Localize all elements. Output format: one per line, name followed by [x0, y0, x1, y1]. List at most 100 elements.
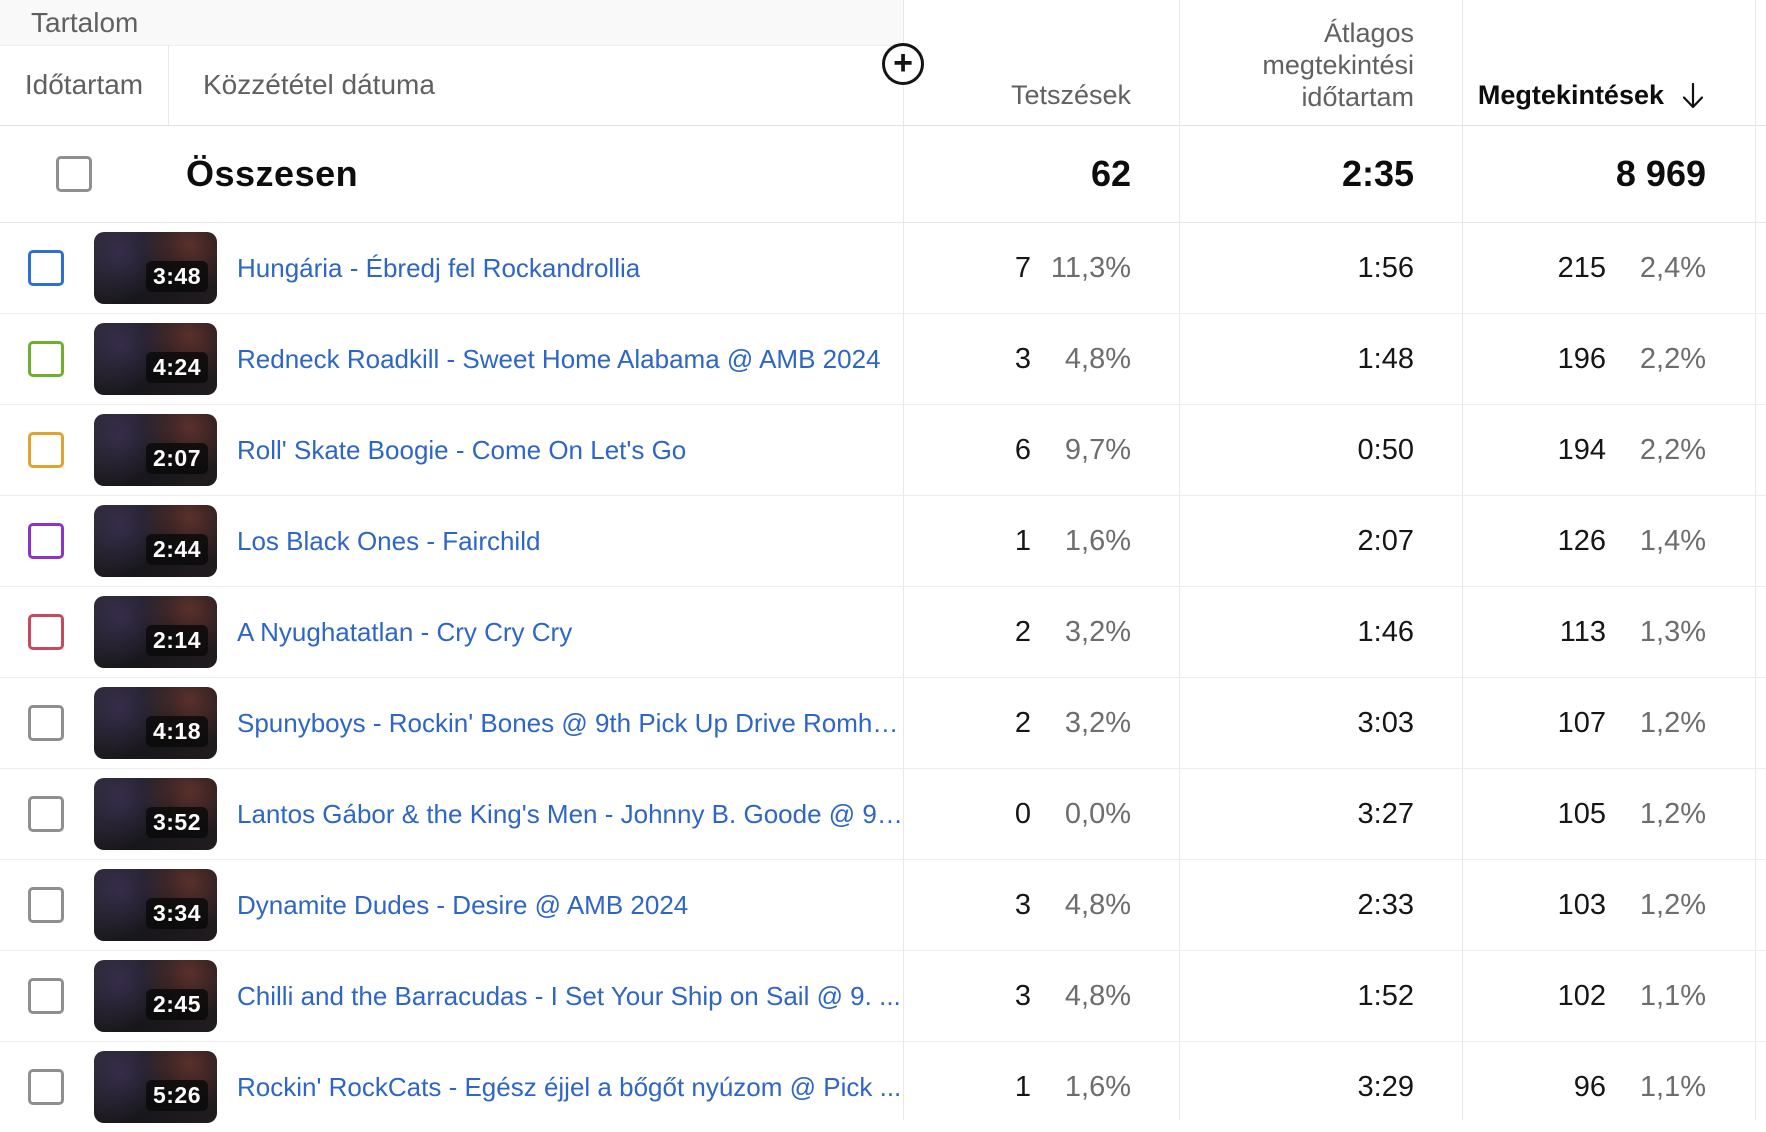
video-thumbnail[interactable]: 2:07: [94, 414, 217, 486]
views-percent: 1,1%: [1639, 979, 1706, 1012]
likes-percent: 1,6%: [1064, 1070, 1131, 1103]
views-percent: 1,2%: [1639, 888, 1706, 921]
video-title-link[interactable]: Roll' Skate Boogie - Come On Let's Go: [237, 434, 687, 465]
row-checkbox[interactable]: [28, 978, 64, 1014]
totals-label: Összesen: [186, 153, 359, 194]
views-value: 126: [1557, 524, 1606, 557]
likes-percent: 3,2%: [1064, 615, 1131, 648]
avg-view-duration-value: 3:03: [1357, 706, 1414, 739]
likes-value: 1: [1014, 524, 1031, 557]
row-checkbox[interactable]: [28, 796, 64, 832]
table-right-border: [1755, 0, 1756, 1120]
table-row: 2:14 A Nyughatatlan - Cry Cry Cry 2 3,2%…: [0, 587, 1766, 678]
video-duration-badge: 2:14: [145, 625, 208, 656]
video-thumbnail[interactable]: 3:48: [94, 232, 217, 304]
likes-percent: 3,2%: [1064, 706, 1131, 739]
table-row: 3:48 Hungária - Ébredj fel Rockandrollia…: [0, 223, 1766, 314]
video-title-link[interactable]: Spunyboys - Rockin' Bones @ 9th Pick Up …: [237, 707, 903, 738]
video-thumbnail[interactable]: 2:44: [94, 505, 217, 577]
column-header-views[interactable]: Megtekintések: [1478, 80, 1706, 111]
row-checkbox[interactable]: [28, 341, 64, 377]
likes-value: 7: [1014, 251, 1031, 284]
video-title-link[interactable]: Dynamite Dudes - Desire @ AMB 2024: [237, 889, 689, 920]
views-value: 96: [1573, 1070, 1606, 1103]
likes-value: 1: [1014, 1070, 1031, 1103]
tab-content[interactable]: Tartalom: [31, 6, 139, 38]
views-percent: 1,3%: [1639, 615, 1706, 648]
likes-value: 3: [1014, 979, 1031, 1012]
table-row: 2:45 Chilli and the Barracudas - I Set Y…: [0, 951, 1766, 1042]
filter-publish-date[interactable]: Közzététel dátuma: [203, 69, 435, 100]
column-header-views-label: Megtekintések: [1477, 80, 1664, 110]
plus-icon: +: [893, 43, 913, 82]
row-checkbox[interactable]: [28, 523, 64, 559]
totals-likes: 62: [1090, 153, 1131, 194]
likes-value: 2: [1014, 615, 1031, 648]
avg-view-duration-value: 2:33: [1357, 888, 1414, 921]
views-value: 194: [1557, 433, 1606, 466]
column-header-avg-view-duration[interactable]: Átlagos megtekintési időtartam: [1262, 18, 1414, 112]
views-percent: 2,4%: [1639, 251, 1706, 284]
row-checkbox[interactable]: [28, 614, 64, 650]
video-title-link[interactable]: Lantos Gábor & the King's Men - Johnny B…: [237, 798, 903, 829]
views-percent: 2,2%: [1639, 342, 1706, 375]
column-divider: [1462, 0, 1463, 1120]
video-thumbnail[interactable]: 2:14: [94, 596, 217, 668]
content-tab-bar: [0, 0, 903, 46]
totals-avg-view-duration: 2:35: [1341, 153, 1414, 194]
views-value: 107: [1557, 706, 1606, 739]
views-percent: 1,1%: [1639, 1070, 1706, 1103]
filter-duration[interactable]: Időtartam: [0, 45, 169, 125]
avg-view-duration-value: 1:56: [1357, 251, 1414, 284]
table-row: 4:18 Spunyboys - Rockin' Bones @ 9th Pic…: [0, 678, 1766, 769]
table-row: 2:44 Los Black Ones - Fairchild 1 1,6% 2…: [0, 496, 1766, 587]
video-thumbnail[interactable]: 5:26: [94, 1051, 217, 1123]
video-thumbnail[interactable]: 4:24: [94, 323, 217, 395]
likes-percent: 4,8%: [1064, 888, 1131, 921]
views-percent: 1,2%: [1639, 797, 1706, 830]
video-duration-badge: 2:07: [145, 443, 208, 474]
video-duration-badge: 3:34: [145, 898, 208, 929]
views-value: 103: [1557, 888, 1606, 921]
views-value: 105: [1557, 797, 1606, 830]
video-thumbnail[interactable]: 3:52: [94, 778, 217, 850]
avg-view-duration-value: 1:52: [1357, 979, 1414, 1012]
row-checkbox[interactable]: [28, 432, 64, 468]
likes-value: 3: [1014, 888, 1031, 921]
video-title-link[interactable]: Redneck Roadkill - Sweet Home Alabama @ …: [237, 343, 881, 374]
avg-view-duration-value: 3:27: [1357, 797, 1414, 830]
avg-view-duration-value: 2:07: [1357, 524, 1414, 557]
column-divider: [903, 0, 904, 1120]
row-checkbox[interactable]: [28, 1069, 64, 1105]
video-title-link[interactable]: Hungária - Ébredj fel Rockandrollia: [237, 252, 641, 283]
row-checkbox[interactable]: [28, 250, 64, 286]
likes-percent: 11,3%: [1050, 251, 1131, 284]
video-duration-badge: 4:24: [145, 352, 208, 383]
table-row: 3:34 Dynamite Dudes - Desire @ AMB 2024 …: [0, 860, 1766, 951]
video-thumbnail[interactable]: 3:34: [94, 869, 217, 941]
views-value: 102: [1557, 979, 1606, 1012]
avg-view-duration-value: 1:48: [1357, 342, 1414, 375]
video-title-link[interactable]: Rockin' RockCats - Egész éjjel a bőgőt n…: [237, 1071, 902, 1102]
likes-value: 6: [1014, 433, 1031, 466]
views-percent: 2,2%: [1639, 433, 1706, 466]
video-thumbnail[interactable]: 4:18: [94, 687, 217, 759]
likes-percent: 4,8%: [1064, 979, 1131, 1012]
avg-view-duration-value: 0:50: [1357, 433, 1414, 466]
likes-value: 2: [1014, 706, 1031, 739]
video-title-link[interactable]: Los Black Ones - Fairchild: [237, 525, 541, 556]
video-thumbnail[interactable]: 2:45: [94, 960, 217, 1032]
likes-percent: 1,6%: [1064, 524, 1131, 557]
select-all-checkbox[interactable]: [56, 156, 92, 192]
views-value: 113: [1559, 615, 1606, 648]
table-row: 5:26 Rockin' RockCats - Egész éjjel a bő…: [0, 1042, 1766, 1132]
video-title-link[interactable]: A Nyughatatlan - Cry Cry Cry: [237, 616, 573, 647]
column-header-likes[interactable]: Tetszések: [1010, 80, 1131, 110]
views-value: 196: [1557, 342, 1606, 375]
column-divider: [1179, 0, 1180, 1120]
row-checkbox[interactable]: [28, 887, 64, 923]
video-title-link[interactable]: Chilli and the Barracudas - I Set Your S…: [237, 980, 901, 1011]
add-metric-button[interactable]: +: [882, 43, 924, 85]
row-checkbox[interactable]: [28, 705, 64, 741]
